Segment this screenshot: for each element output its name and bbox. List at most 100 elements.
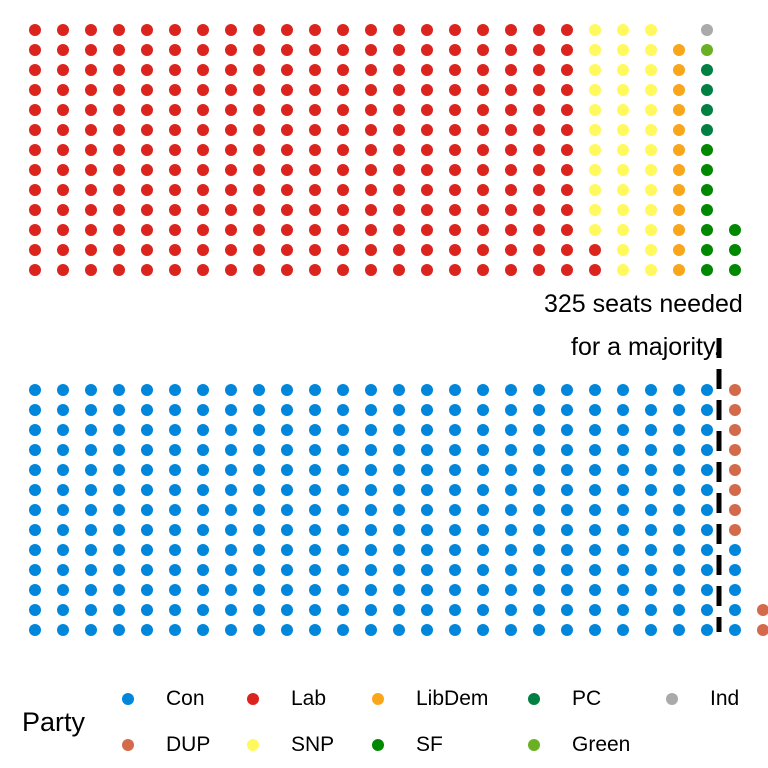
seat-dot-con xyxy=(505,464,517,476)
seat-dot-con xyxy=(225,544,237,556)
seat-dot-con xyxy=(421,384,433,396)
seat-dot-lab xyxy=(253,24,265,36)
seat-dot-con xyxy=(701,384,713,396)
seat-dot-con xyxy=(85,624,97,636)
seat-dot-con xyxy=(365,504,377,516)
seat-dot-con xyxy=(701,464,713,476)
seat-dot-lab xyxy=(533,164,545,176)
seat-dot-con xyxy=(197,624,209,636)
seat-dot-con xyxy=(533,404,545,416)
seat-dot-snp xyxy=(589,224,601,236)
seat-dot-con xyxy=(253,584,265,596)
seat-dot-con xyxy=(673,544,685,556)
seat-dot-con xyxy=(309,504,321,516)
seat-dot-lab xyxy=(449,64,461,76)
seat-dot-con xyxy=(449,544,461,556)
seat-dot-con xyxy=(365,464,377,476)
seat-dot-con xyxy=(253,504,265,516)
seat-dot-lab xyxy=(281,84,293,96)
seat-dot-con xyxy=(589,464,601,476)
seat-dot-green xyxy=(701,44,713,56)
seat-dot-lab xyxy=(57,244,69,256)
seat-dot-lab xyxy=(505,184,517,196)
seat-dot-lab xyxy=(281,184,293,196)
legend-swatch xyxy=(122,693,134,705)
seat-dot-con xyxy=(561,584,573,596)
seat-dot-snp xyxy=(645,84,657,96)
seat-dot-con xyxy=(29,584,41,596)
seat-dot-snp xyxy=(617,104,629,116)
seat-dot-con xyxy=(729,624,741,636)
seat-dot-con xyxy=(281,384,293,396)
seat-dot-snp xyxy=(589,84,601,96)
seat-dot-con xyxy=(645,404,657,416)
seat-dot-lab xyxy=(169,64,181,76)
seat-dot-snp xyxy=(617,264,629,276)
seat-dot-con xyxy=(449,464,461,476)
seat-dot-lab xyxy=(29,224,41,236)
seat-dot-libdem xyxy=(673,184,685,196)
seat-dot-con xyxy=(393,444,405,456)
seat-dot-lab xyxy=(141,104,153,116)
seat-dot-pc xyxy=(701,64,713,76)
seat-dot-con xyxy=(477,624,489,636)
seat-dot-lab xyxy=(29,204,41,216)
seat-dot-lab xyxy=(393,44,405,56)
seat-dot-con xyxy=(505,424,517,436)
seat-dot-lab xyxy=(169,164,181,176)
seat-dot-con xyxy=(421,544,433,556)
seat-dot-con xyxy=(505,384,517,396)
seat-dot-lab xyxy=(393,224,405,236)
legend-label: Lab xyxy=(291,687,327,710)
seat-dot-con xyxy=(113,564,125,576)
seat-dot-libdem xyxy=(673,104,685,116)
seat-dot-lab xyxy=(561,164,573,176)
seat-dot-con xyxy=(197,584,209,596)
seat-dot-pc xyxy=(701,84,713,96)
seat-dot-lab xyxy=(533,104,545,116)
seat-dot-snp xyxy=(645,104,657,116)
seat-dot-lab xyxy=(197,124,209,136)
seat-dot-lab xyxy=(561,204,573,216)
seat-dot-con xyxy=(253,444,265,456)
seat-dot-lab xyxy=(253,64,265,76)
seat-dot-lab xyxy=(477,164,489,176)
seat-dot-con xyxy=(673,384,685,396)
seat-dots-upper xyxy=(29,24,741,276)
seat-dot-con xyxy=(169,464,181,476)
seat-dot-lab xyxy=(393,164,405,176)
seat-dot-lab xyxy=(141,204,153,216)
legend-swatch xyxy=(122,739,134,751)
seat-dot-con xyxy=(673,464,685,476)
seat-dot-snp xyxy=(617,44,629,56)
seat-dot-con xyxy=(701,524,713,536)
seat-dot-con xyxy=(365,604,377,616)
seat-dot-con xyxy=(421,524,433,536)
seat-dot-lab xyxy=(477,244,489,256)
seat-dot-con xyxy=(197,484,209,496)
seat-dot-con xyxy=(337,424,349,436)
seat-dot-con xyxy=(309,584,321,596)
seat-dot-lab xyxy=(365,84,377,96)
seat-dot-con xyxy=(85,544,97,556)
seat-dot-con xyxy=(701,544,713,556)
seat-dot-lab xyxy=(365,204,377,216)
seat-dot-con xyxy=(701,604,713,616)
seat-dot-con xyxy=(393,524,405,536)
seat-dot-lab xyxy=(197,64,209,76)
seat-dot-con xyxy=(141,484,153,496)
seat-dot-con xyxy=(57,444,69,456)
seat-dot-con xyxy=(645,424,657,436)
seat-dot-lab xyxy=(309,184,321,196)
seat-dot-lab xyxy=(309,264,321,276)
seat-dot-con xyxy=(309,484,321,496)
seat-dot-lab xyxy=(169,244,181,256)
seat-dot-con xyxy=(617,544,629,556)
seat-dot-con xyxy=(309,564,321,576)
seat-dot-con xyxy=(197,524,209,536)
seat-dot-lab xyxy=(85,224,97,236)
seat-dot-con xyxy=(365,524,377,536)
seat-dot-con xyxy=(393,504,405,516)
seat-dot-con xyxy=(449,564,461,576)
